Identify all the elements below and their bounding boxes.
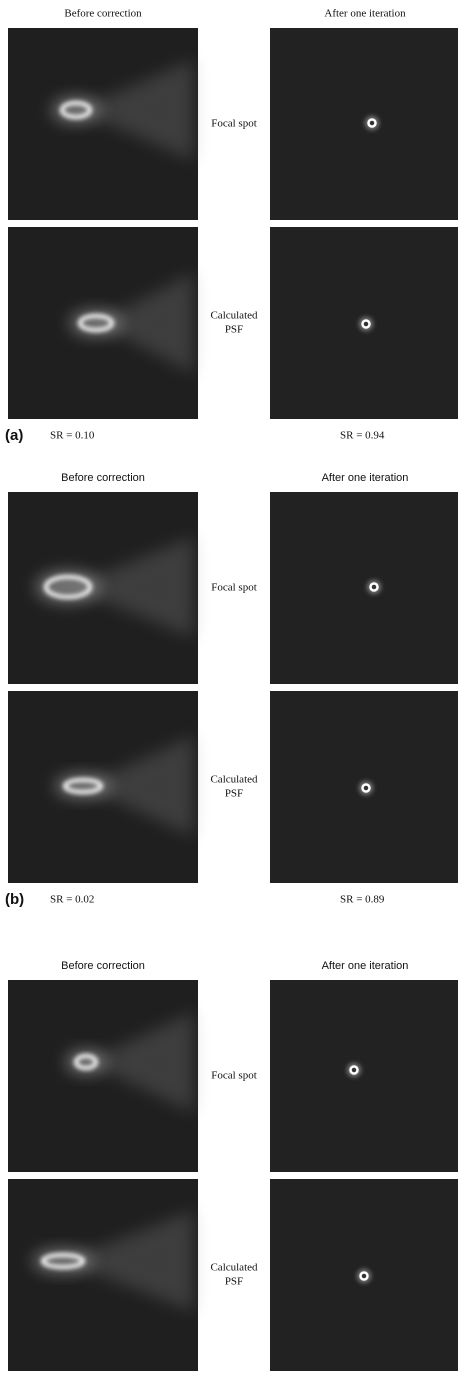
row-label: PSF (225, 1276, 243, 1288)
column-header: After one iteration (322, 960, 409, 972)
image-after (270, 980, 458, 1172)
row-label: Focal spot (211, 118, 257, 130)
row-label: PSF (225, 324, 243, 336)
spot (371, 584, 378, 591)
column-header: After one iteration (322, 472, 409, 484)
column-header: After one iteration (324, 8, 406, 20)
spot (363, 785, 370, 792)
column-header: Before correction (64, 8, 142, 20)
sr-value: SR = 0.94 (340, 430, 385, 442)
sr-value: SR = 0.02 (50, 894, 94, 906)
row-label: Focal spot (211, 582, 257, 594)
row-label: Calculated (210, 1262, 258, 1274)
row-label: PSF (225, 788, 243, 800)
glow (70, 310, 122, 336)
image-after (270, 28, 458, 220)
glow (66, 1050, 106, 1074)
row-label: Focal spot (211, 1070, 257, 1082)
spot (351, 1067, 358, 1074)
glow (52, 97, 100, 123)
panel-label: (a) (5, 427, 23, 444)
column-header: Before correction (61, 472, 145, 484)
image-after (270, 492, 458, 684)
row-label: Calculated (210, 310, 258, 322)
spot (361, 1273, 368, 1280)
column-header: Before correction (61, 960, 145, 972)
spot (369, 120, 376, 127)
panel-label: (b) (5, 891, 24, 908)
row-label: Calculated (210, 774, 258, 786)
sr-value: SR = 0.89 (340, 894, 385, 906)
spot (363, 321, 370, 328)
sr-value: SR = 0.10 (50, 430, 95, 442)
figure: Before correction After one iteration Foca… (0, 0, 458, 1373)
